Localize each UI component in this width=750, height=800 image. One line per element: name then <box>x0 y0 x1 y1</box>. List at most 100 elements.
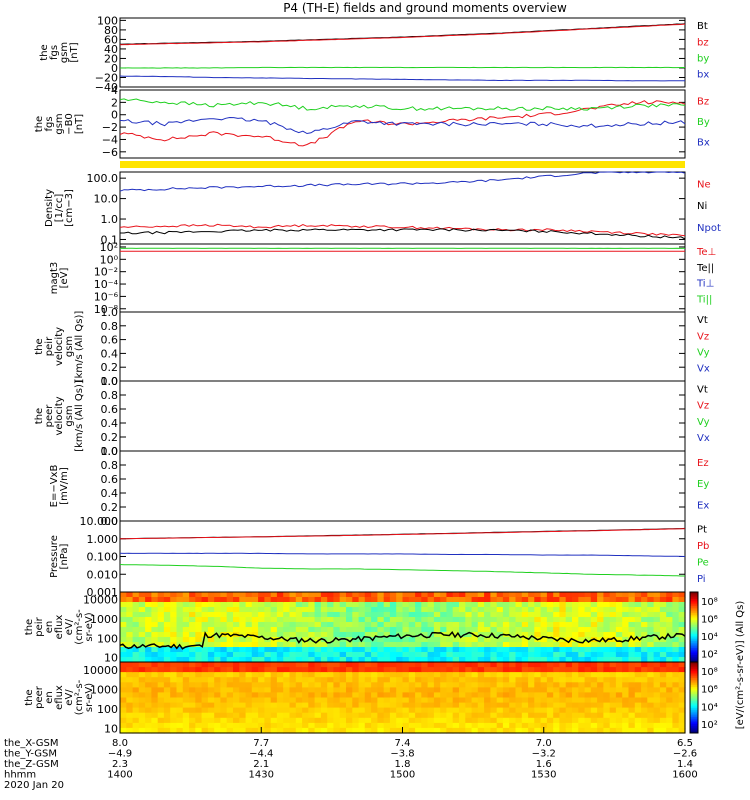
colorbar-cell <box>690 731 698 734</box>
spec-cell <box>295 667 303 673</box>
colorbar-cell <box>690 679 698 683</box>
spec-cell <box>289 592 297 598</box>
spec-cell <box>389 642 397 648</box>
spec-cell <box>251 652 259 658</box>
spec-cell <box>283 602 291 608</box>
spec-cell <box>578 607 586 613</box>
spec-cell <box>597 727 604 734</box>
spec-cell <box>132 727 140 734</box>
spec-cell <box>415 612 422 618</box>
spec-cell <box>597 707 604 714</box>
spec-cell <box>521 627 529 633</box>
spec-cell <box>352 592 360 598</box>
legend-Npot: Npot <box>697 223 721 234</box>
spec-cell <box>502 652 510 658</box>
spec-cell <box>389 637 397 643</box>
spec-cell <box>408 682 416 688</box>
spec-cell <box>666 667 674 673</box>
legend-Ti⊥: Ti⊥ <box>696 279 714 290</box>
spec-cell <box>264 677 272 683</box>
spec-cell <box>402 677 410 683</box>
spec-cell <box>477 692 485 699</box>
spec-cell <box>402 707 410 714</box>
spec-cell <box>302 642 309 648</box>
spec-cell <box>446 607 454 613</box>
spec-cell <box>515 647 523 653</box>
spec-cell <box>333 712 341 719</box>
spec-cell <box>433 602 441 608</box>
spec-cell <box>302 597 309 603</box>
y-tick-label: 1.000 <box>87 533 119 546</box>
spec-cell <box>572 657 579 663</box>
colorbar-cell <box>690 724 698 727</box>
spec-cell <box>666 637 674 643</box>
spec-cell <box>666 622 674 628</box>
spec-cell <box>446 687 454 694</box>
y-axis-label: [km/s (All Qs)] <box>74 380 85 452</box>
spec-cell <box>415 617 422 623</box>
colorbar-cell <box>690 611 698 614</box>
spec-cell <box>346 722 353 729</box>
y-axis-label: peer <box>34 685 45 709</box>
y-tick-label: 0.0 <box>101 445 119 458</box>
spec-cell <box>163 727 171 734</box>
spec-cell <box>270 707 278 714</box>
spec-cell <box>339 647 347 653</box>
spec-cell <box>220 642 228 648</box>
spec-cell <box>233 592 240 598</box>
colorbar-cell <box>690 620 698 623</box>
spec-cell <box>358 597 366 603</box>
spec-cell <box>314 602 322 608</box>
spec-cell <box>634 712 642 719</box>
spec-cell <box>578 627 586 633</box>
spec-cell <box>389 622 397 628</box>
spec-cell <box>578 602 586 608</box>
spec-cell <box>609 662 617 668</box>
spec-cell <box>270 657 278 663</box>
spec-cell <box>515 672 523 678</box>
spec-cell <box>678 607 686 613</box>
spec-cell <box>496 647 504 653</box>
spec-cell <box>383 642 391 648</box>
spec-cell <box>666 607 674 613</box>
spec-cell <box>546 612 554 618</box>
spec-cell <box>572 627 579 633</box>
spec-cell <box>672 622 680 628</box>
spec-cell <box>421 647 429 653</box>
spec-cell <box>195 647 203 653</box>
spec-cell <box>590 627 598 633</box>
spec-cell <box>270 687 278 694</box>
spec-cell <box>534 727 542 734</box>
spec-cell <box>295 622 303 628</box>
spec-cell <box>396 652 404 658</box>
spec-cell <box>459 667 466 673</box>
spec-cell <box>239 682 247 688</box>
spec-cell <box>509 642 517 648</box>
spec-cell <box>659 602 667 608</box>
spec-cell <box>446 672 454 678</box>
spec-cell <box>207 597 215 603</box>
spec-cell <box>415 692 422 699</box>
spec-cell <box>490 647 498 653</box>
spec-cell <box>590 717 598 724</box>
spec-cell <box>521 667 529 673</box>
spec-cell <box>377 712 385 719</box>
y-tick-label: 1000 <box>90 613 118 626</box>
spec-cell <box>433 677 441 683</box>
spec-cell <box>264 617 272 623</box>
spec-cell <box>251 692 259 699</box>
spec-cell <box>389 727 397 734</box>
spec-cell <box>302 722 309 729</box>
spec-cell <box>214 652 222 658</box>
y-tick-label: 100 <box>97 14 118 27</box>
spec-cell <box>471 717 479 724</box>
spec-cell <box>120 647 127 653</box>
x-row-value: 1600 <box>672 770 697 781</box>
spec-cell <box>358 652 366 658</box>
spec-cell <box>603 717 611 724</box>
spec-cell <box>396 657 404 663</box>
spec-cell <box>364 632 372 638</box>
spec-cell <box>320 712 328 719</box>
y-axis-label: −B0 <box>64 113 75 135</box>
spec-cell <box>120 722 127 729</box>
